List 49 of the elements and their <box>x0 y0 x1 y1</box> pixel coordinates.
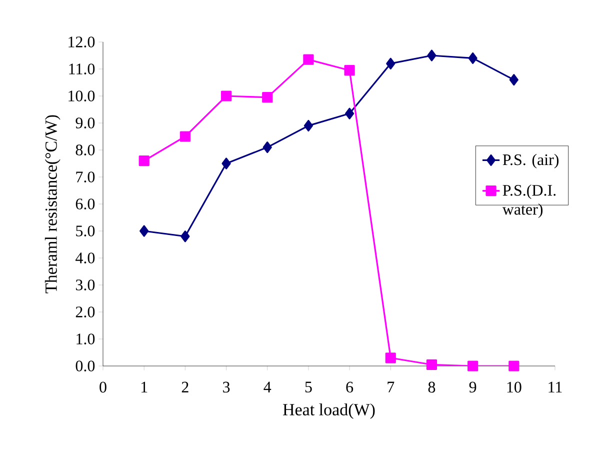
y-tick-label: 0.0 <box>76 360 95 372</box>
point <box>220 90 232 102</box>
x-tick-label: 2 <box>182 382 188 392</box>
y-tick-label: 10.0 <box>68 90 95 102</box>
point <box>222 158 231 170</box>
x-axis-title: Heat load(W) <box>283 403 375 419</box>
x-tick-label: 11 <box>548 382 562 392</box>
x-tick-label: 8 <box>428 382 436 393</box>
point <box>508 360 520 372</box>
point <box>344 65 355 76</box>
x-tick-label: 6 <box>346 382 354 393</box>
y-tick-label: 1.0 <box>76 334 95 344</box>
y-tick-label: 12.0 <box>68 36 95 48</box>
point <box>468 360 478 372</box>
point <box>386 58 396 70</box>
y-tick-label: 2.0 <box>76 306 95 318</box>
point <box>138 155 150 166</box>
point <box>180 230 190 242</box>
y-tick-label: 6.0 <box>76 198 95 210</box>
point <box>262 141 272 154</box>
x-tick-label: 5 <box>305 382 312 392</box>
x-tick-label: 0 <box>100 382 106 393</box>
x-tick-label: 10 <box>507 382 522 393</box>
y-tick-label: 8.0 <box>76 144 95 156</box>
y-tick-label: 5.0 <box>76 226 95 236</box>
y-axis-title: Theraml resistance(°C/W) <box>44 115 60 294</box>
point <box>509 74 518 86</box>
x-tick-label: 3 <box>223 382 230 393</box>
x-tick-label: 4 <box>264 382 272 392</box>
point <box>468 52 478 64</box>
legend-label: P.S.(D.I. water) <box>502 184 556 218</box>
point <box>303 54 314 65</box>
y-tick-label: 7.0 <box>76 172 95 182</box>
point <box>262 92 273 103</box>
point <box>304 120 314 132</box>
point <box>385 352 396 364</box>
point <box>426 359 438 370</box>
x-tick-label: 1 <box>142 382 148 392</box>
x-tick-label: 7 <box>388 382 394 392</box>
y-tick-label: 9.0 <box>76 118 95 128</box>
y-tick-label: 3.0 <box>76 280 95 290</box>
y-tick-label: 4.0 <box>76 252 95 264</box>
point <box>180 131 190 142</box>
x-tick-label: 9 <box>469 382 476 393</box>
point <box>344 108 354 120</box>
point <box>140 225 149 237</box>
point <box>427 50 436 62</box>
legend-label: P.S. (air) <box>502 154 559 168</box>
y-tick-label: 11.0 <box>69 64 95 74</box>
